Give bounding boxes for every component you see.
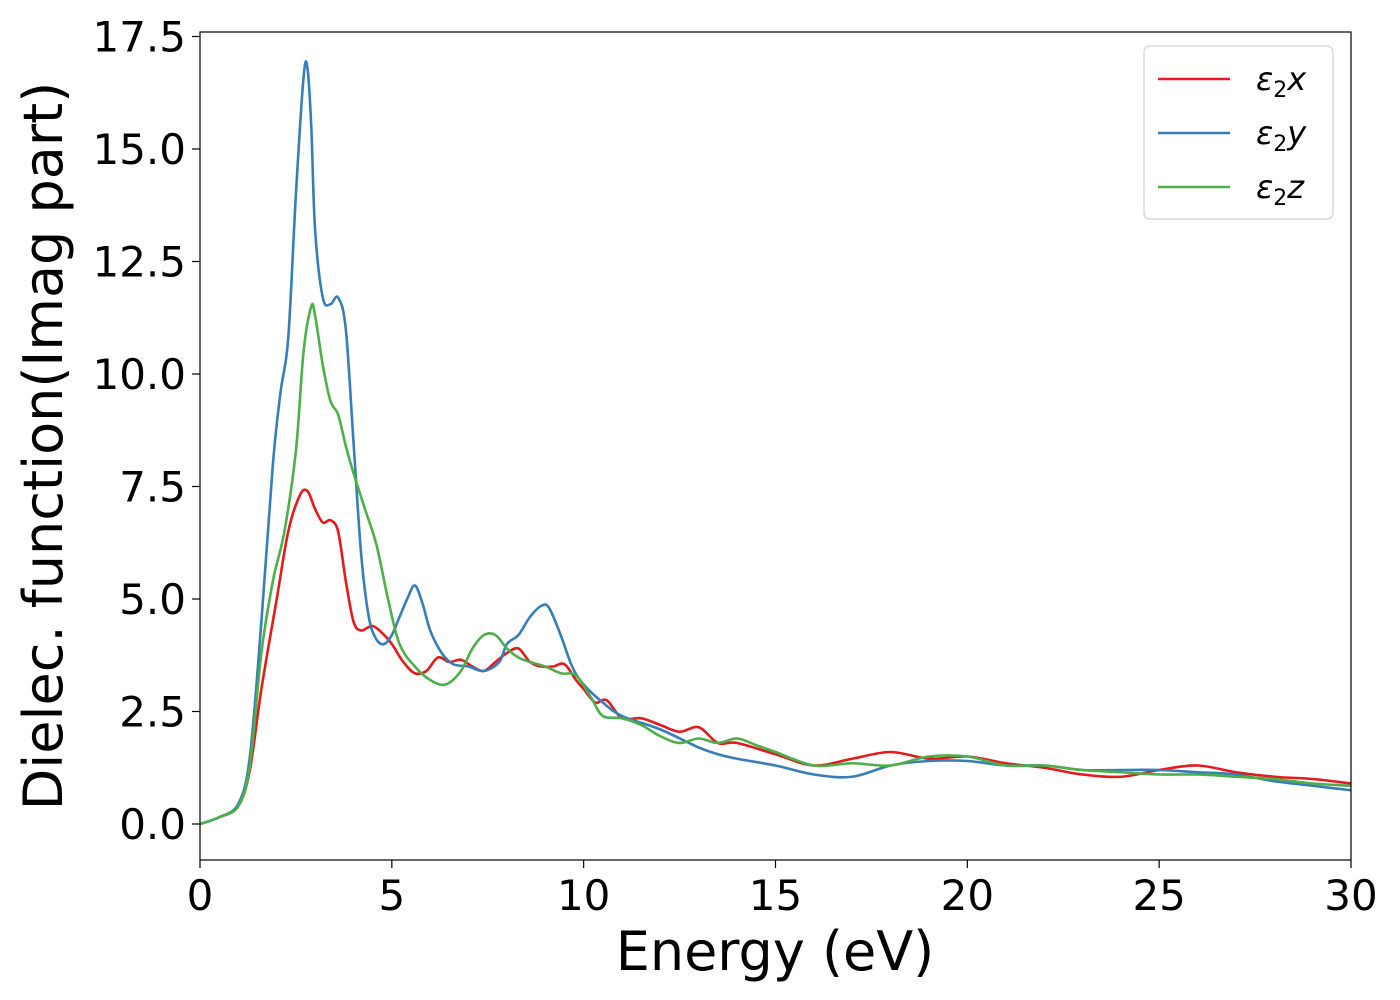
series-line-z: [199, 302, 1352, 826]
x-tick-label: 20: [941, 871, 994, 920]
x-tick-label: 30: [1324, 871, 1377, 920]
y-axis-title: Dielec. function(Imag part): [12, 82, 75, 811]
legend-label-x: ε2x: [1256, 60, 1307, 103]
ticks-layer: 0 5 10 15 20 25 30 0.0 2.5 5.0 7.5 10.0 12.5 15.0 17.5: [92, 13, 1377, 921]
x-tick-label: 5: [378, 871, 405, 920]
x-axis-title: Energy (eV): [616, 920, 935, 983]
y-tick-label: 5.0: [119, 575, 186, 624]
legend-box: [1143, 45, 1334, 220]
y-tick-label: 7.5: [119, 463, 186, 512]
y-tick-label: 15.0: [92, 125, 186, 174]
y-tick-label: 0.0: [119, 800, 186, 849]
y-tick-label: 17.5: [92, 13, 186, 62]
y-tick-label: 10.0: [92, 350, 186, 399]
y-tick-label: 12.5: [92, 238, 186, 287]
series-layer: [199, 60, 1352, 826]
x-tick-label: 15: [749, 871, 802, 920]
legend: ε2x ε2y ε2z: [1143, 45, 1334, 220]
y-tick-label: 2.5: [119, 688, 186, 737]
plot-frame: [199, 31, 1352, 861]
x-tick-label: 25: [1132, 871, 1185, 920]
x-tick-label: 0: [187, 871, 214, 920]
x-tick-label: 10: [557, 871, 610, 920]
legend-label-z: ε2z: [1256, 168, 1305, 211]
legend-label-y: ε2y: [1256, 114, 1307, 157]
